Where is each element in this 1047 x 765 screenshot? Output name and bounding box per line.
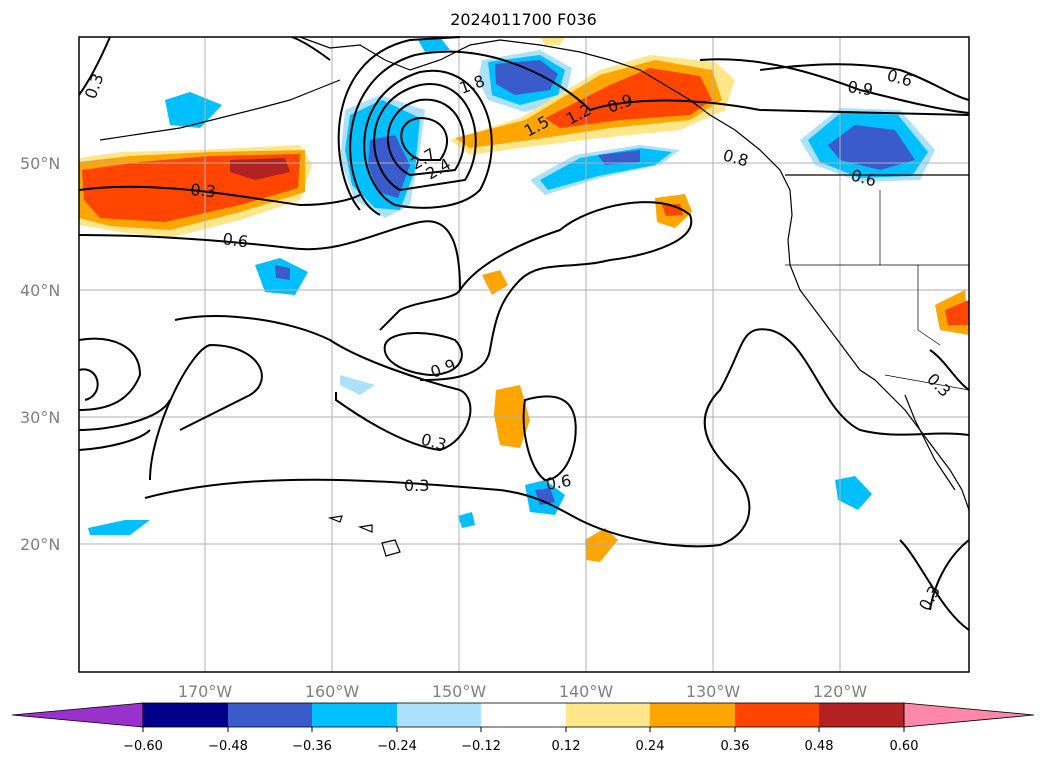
shade-small-1	[165, 92, 222, 128]
colorbar-segment	[228, 703, 312, 727]
colorbar-max-extension	[903, 702, 1035, 728]
colorbar-tick-label: 0.48	[805, 739, 834, 754]
lon-label: 150°W	[432, 682, 487, 701]
contour-0-3-lower	[144, 328, 970, 548]
colorbar-tick-label: 0.60	[890, 739, 919, 754]
contour-0-3-se2	[929, 539, 970, 611]
colorbar-tick-label: −0.12	[461, 739, 501, 754]
shade-small-4	[482, 270, 508, 295]
coast-aleutians	[99, 79, 341, 141]
colorbar-ticks	[142, 727, 905, 732]
border-state-3	[917, 265, 941, 346]
colorbar-segment	[735, 703, 819, 727]
lat-label: 40°N	[20, 281, 60, 300]
contour-low-2	[387, 98, 465, 177]
hawaii-2	[357, 524, 373, 533]
colorbar-segment	[143, 703, 228, 727]
contour-0-3-inner	[149, 343, 263, 481]
shade-n-blue-dark	[495, 60, 558, 95]
shade-small-8	[835, 476, 872, 510]
shade-bc-dark	[828, 125, 915, 170]
contour-0-9-west	[78, 337, 142, 411]
lon-label: 140°W	[559, 682, 614, 701]
contour-label: 0.6	[544, 471, 572, 494]
hawaii-1	[327, 515, 343, 523]
colorbar-tick-label: −0.60	[123, 739, 163, 754]
contour-0-9-loop	[383, 332, 463, 377]
shade-small-12	[418, 37, 450, 52]
contour-north-0-3	[291, 36, 331, 61]
colorbar-min-extension	[11, 702, 144, 728]
contour-label: 0.3	[190, 180, 217, 201]
lat-label: 30°N	[20, 408, 60, 427]
coastlines	[99, 36, 970, 557]
contour-low-3	[373, 82, 477, 192]
contour-low-5	[349, 50, 970, 216]
contour-0-9-ne	[699, 58, 970, 114]
shade-small-11b	[945, 300, 969, 325]
colorbar-tick-label: −0.36	[292, 739, 332, 754]
contour-0-3-west	[78, 185, 361, 207]
shade-small-14	[340, 375, 375, 395]
contour-0-6-west	[78, 220, 462, 331]
colorbar-segment	[650, 703, 735, 727]
contour-label: 0.6	[221, 229, 249, 251]
shaded-anomalies	[79, 37, 969, 562]
map-title: 2024011700 F036	[450, 10, 597, 29]
contour-0-3-south	[174, 315, 472, 452]
lon-label: 170°W	[178, 682, 233, 701]
contour-0-6-mid	[419, 201, 693, 381]
contour-west-2	[78, 368, 99, 401]
coast-alaska	[299, 36, 791, 191]
colorbar-frame	[142, 702, 905, 728]
colorbar-tick-label: −0.48	[208, 739, 248, 754]
coast-bc	[787, 189, 970, 511]
shade-small-7	[585, 528, 618, 562]
shade-small-13	[540, 37, 565, 45]
lon-label: 130°W	[686, 682, 741, 701]
coast-baja	[904, 394, 956, 491]
contour-low-6	[337, 36, 461, 211]
colorbar-segment	[397, 703, 481, 727]
contour-west-4	[78, 429, 151, 451]
shade-mid-blue-dark	[598, 150, 640, 165]
lat-label: 50°N	[20, 154, 60, 173]
shade-plume-red	[545, 68, 712, 128]
shade-small-2b	[275, 265, 290, 280]
colorbar-tick-label: 0.12	[552, 739, 581, 754]
colorbar-segment	[481, 703, 566, 727]
contour-low-1	[400, 116, 449, 161]
colorbar-tick-label: 0.36	[721, 739, 750, 754]
contour-0-6-south	[522, 395, 577, 482]
lon-label: 120°W	[813, 682, 868, 701]
map-frame	[78, 36, 970, 673]
contour-west-3	[78, 399, 171, 431]
colorbar: −0.60 −0.48 −0.36 −0.24 −0.12 0.12 0.24 …	[11, 702, 1035, 754]
contour-0-3-nw	[78, 36, 111, 96]
border-mexico	[884, 374, 970, 391]
shade-small-10	[458, 512, 475, 528]
contour-0-6-ne	[759, 63, 970, 101]
shade-small-9	[88, 520, 150, 535]
contour-0-3-se	[929, 349, 970, 391]
colorbar-segment	[819, 703, 904, 727]
colorbar-tick-label: 0.24	[636, 739, 665, 754]
gridlines	[79, 37, 969, 672]
hawaii-3	[381, 539, 401, 557]
contour-se-3	[899, 539, 970, 631]
lon-label: 160°W	[305, 682, 360, 701]
contour-lines	[78, 36, 970, 631]
lat-label: 20°N	[20, 535, 60, 554]
colorbar-segment	[566, 703, 650, 727]
contour-label: 0.9	[846, 77, 874, 99]
colorbar-segment	[312, 703, 397, 727]
contour-label: 0.3	[404, 476, 429, 495]
shade-low-dark	[368, 135, 410, 198]
colorbar-tick-label: −0.24	[377, 739, 417, 754]
contour-low-4	[363, 69, 493, 209]
